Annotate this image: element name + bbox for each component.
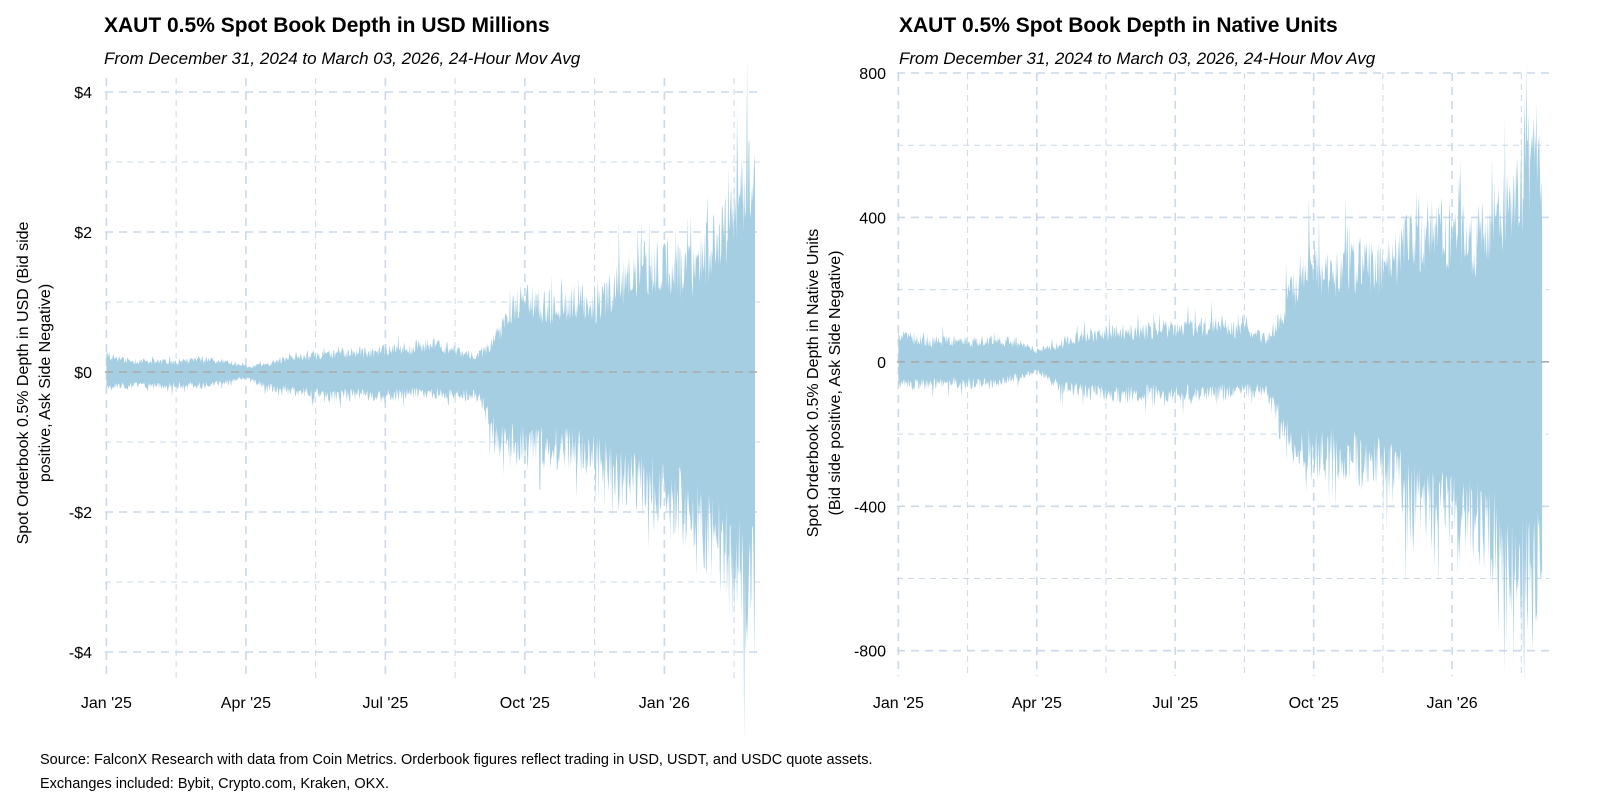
x-tick-label: Apr '25 [221,695,271,712]
y-tick-label: -$2 [69,505,92,522]
chart-subtitle: From December 31, 2024 to March 03, 2026… [899,49,1376,68]
native-depth-plot: Jan '25 Apr '25 Jul '25 Oct '25 Jan '26 800 40… [805,62,1549,712]
native-depth-chart: XAUT 0.5% Spot Book Depth in Native Unit… [800,0,1600,740]
y-tick-label: $2 [74,225,92,242]
depth-area [106,56,755,740]
y-tick-label: $0 [74,365,92,382]
y-tick-label: 400 [859,210,886,227]
y-axis-label: Spot Orderbook 0.5% Depth in Native Unit… [805,229,822,538]
x-tick-label: Jan '26 [1427,695,1478,712]
y-tick-label: -800 [854,644,886,661]
y-axis-label: (Bid side positive, Ask Side Negative) [827,250,844,515]
y-axis-label: positive, Ask Side Negative) [37,284,54,482]
x-tick-label: Jan '25 [81,695,132,712]
chart-subtitle: From December 31, 2024 to March 03, 2026… [104,49,581,68]
x-tick-label: Jul '25 [363,695,409,712]
x-tick-label: Jan '26 [639,695,690,712]
chart-title: XAUT 0.5% Spot Book Depth in Native Unit… [899,14,1338,37]
y-tick-label: $4 [74,85,92,102]
exchanges-note: Exchanges included: Bybit, Crypto.com, K… [40,776,389,792]
source-note: Source: FalconX Research with data from … [40,752,873,768]
x-tick-label: Apr '25 [1012,695,1062,712]
y-axis-label: Spot Orderbook 0.5% Depth in USD (Bid si… [15,221,32,544]
chart-title: XAUT 0.5% Spot Book Depth in USD Million… [104,14,550,37]
y-tick-label: 800 [859,66,886,83]
x-tick-label: Jan '25 [873,695,924,712]
x-tick-label: Oct '25 [1289,695,1339,712]
x-tick-label: Oct '25 [500,695,550,712]
depth-area [898,62,1543,684]
x-tick-label: Jul '25 [1152,695,1198,712]
y-tick-label: 0 [877,355,886,372]
usd-depth-plot: Jan '25 Apr '25 Jul '25 Oct '25 Jan '26 $4 $2 $… [15,56,762,740]
usd-depth-chart: XAUT 0.5% Spot Book Depth in USD Million… [0,0,800,740]
y-tick-label: -$4 [69,645,92,662]
y-tick-label: -400 [854,499,886,516]
